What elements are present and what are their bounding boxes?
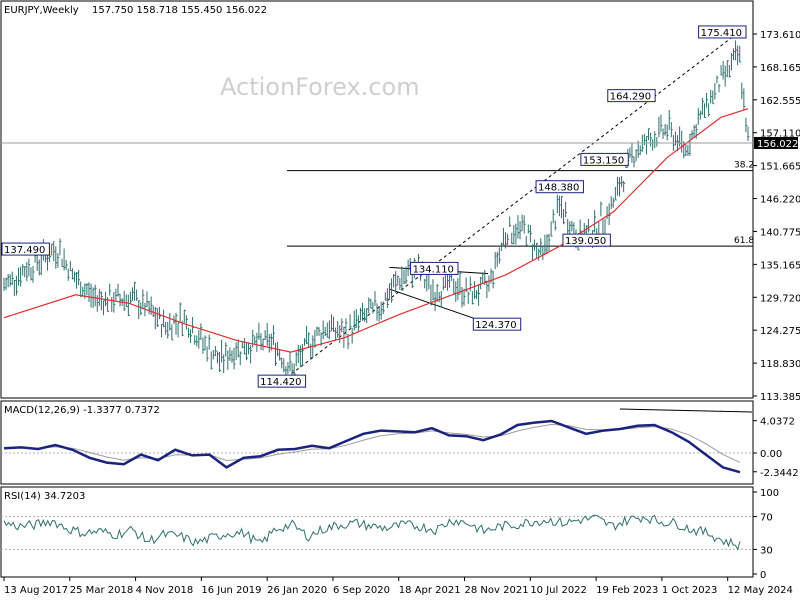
rsi-axis-label: 30 (760, 545, 773, 556)
price-axis-label: 113.385 (760, 392, 800, 403)
rsi-axis: 100 70 30 0 (753, 488, 779, 581)
rsi-panel-frame (0, 486, 754, 578)
watermark: ActionForex.com (220, 73, 420, 101)
price-annotation-box (698, 25, 747, 39)
macd-title: MACD(12,26,9) -1.3377 0.7372 (4, 405, 160, 416)
rsi-axis-label: 100 (760, 488, 779, 499)
macd-axis-label: 4.0372 (760, 417, 795, 428)
price-annotation-label: 153.150 (583, 155, 624, 166)
price-axis-label: 157.110 (760, 129, 800, 140)
price-axis-label: 124.275 (760, 326, 800, 337)
time-axis-label: 12 May 2024 (728, 585, 793, 596)
time-axis-label: 16 Jun 2019 (201, 585, 261, 596)
time-axis-label: 28 Nov 2021 (465, 585, 529, 596)
moving-average-line (3, 108, 749, 353)
fib-level-label: 61.8 (734, 236, 754, 246)
price-axis-label: 173.610 (760, 30, 800, 41)
time-axis-label: 18 Apr 2021 (399, 585, 461, 596)
time-axis-label: 19 Feb 2023 (596, 585, 658, 596)
fib-lines: 38.2 61.8 (287, 161, 754, 247)
time-axis-label: 25 Mar 2018 (70, 585, 133, 596)
price-bars (3, 40, 750, 380)
price-annotation-box (1, 242, 50, 256)
time-axis-label: 6 Sep 2020 (333, 585, 390, 596)
time-axis-label: 10 Jul 2022 (530, 585, 587, 596)
time-axis-label: 1 Oct 2023 (662, 585, 717, 596)
rsi-title: RSI(14) 34.7203 (4, 491, 85, 502)
macd-panel-frame (0, 400, 754, 485)
price-annotation-box (535, 180, 584, 194)
price-annotations: 137.490 114.420 134.110 124.370 148.380 139.0… (1, 25, 747, 388)
price-axis-label: 162.555 (760, 96, 800, 107)
price-annotation-label: 148.380 (538, 183, 579, 194)
macd-axis-label: 0.00 (760, 449, 782, 460)
rsi-axis-label: 70 (760, 513, 773, 524)
rsi-panel: RSI(14) 34.7203 100 70 30 0 (0, 486, 779, 581)
price-annotation-box (580, 152, 629, 166)
price-panel-frame (0, 0, 754, 399)
price-annotation-box (410, 261, 459, 275)
price-axis-label: 168.165 (760, 63, 800, 74)
time-axis-label: 13 Aug 2017 (4, 585, 68, 596)
current-price-box (754, 136, 798, 149)
price-annotation-label: 124.370 (475, 320, 516, 331)
price-axis-label: 135.165 (760, 260, 800, 271)
price-annotation-label: 164.290 (610, 92, 651, 103)
time-axis-label: 4 Nov 2018 (136, 585, 194, 596)
price-axis-label: 146.220 (760, 195, 800, 206)
price-annotation-label: 139.050 (565, 236, 606, 247)
current-price-label: 156.022 (757, 139, 798, 150)
price-panel: EURJPY,Weekly 157.750 158.718 155.450 15… (0, 0, 800, 403)
rsi-line (3, 514, 741, 551)
rsi-axis-label: 0 (760, 570, 766, 581)
time-axis-label: 26 Jan 2020 (267, 585, 327, 596)
price-axis: 173.610 168.165 162.555 157.110 151.665 146.2… (753, 30, 800, 403)
price-annotation-box (257, 374, 307, 388)
fib-level-label: 38.2 (734, 161, 754, 171)
macd-axis-label: -2.3442 (760, 468, 799, 479)
price-annotation-label: 134.110 (413, 264, 454, 275)
time-axis: 13 Aug 2017 25 Mar 2018 4 Nov 2018 16 Jun 2… (3, 577, 793, 596)
price-axis-label: 118.830 (760, 359, 800, 370)
price-annotation-label: 175.410 (701, 28, 742, 39)
price-annotation-label: 114.420 (260, 377, 301, 388)
price-annotation-box (607, 89, 656, 103)
macd-trendline (619, 408, 753, 413)
price-axis-label: 151.665 (760, 162, 800, 173)
chart-header-symbol: EURJPY,Weekly (4, 5, 79, 16)
price-annotation-box (472, 317, 522, 331)
macd-axis: 4.0372 0.00 -2.3442 (753, 417, 799, 479)
macd-line (3, 419, 741, 474)
price-annotation-box (562, 233, 611, 247)
price-annotation-label: 137.490 (4, 245, 45, 256)
macd-panel: MACD(12,26,9) -1.3377 0.7372 4.0372 0.00 -… (0, 400, 799, 485)
chart-header-ohlc: 157.750 158.718 155.450 156.022 (92, 5, 267, 16)
price-axis-label: 129.720 (760, 293, 800, 304)
price-axis-label: 140.775 (760, 227, 800, 238)
